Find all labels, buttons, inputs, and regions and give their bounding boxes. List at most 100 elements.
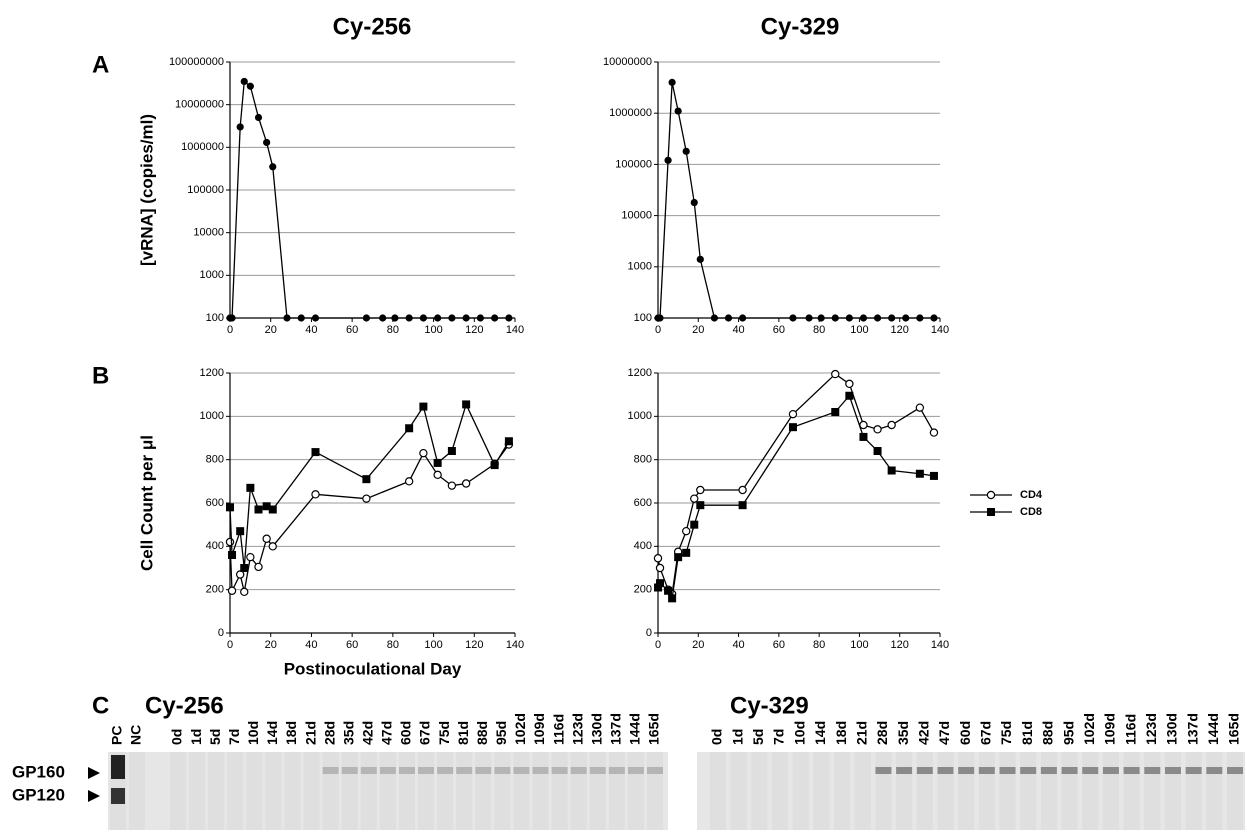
lane-shade [1124, 752, 1140, 830]
y-tick-label: 1000 [200, 269, 224, 281]
y-tick-label: 0 [218, 627, 224, 639]
point [420, 450, 427, 457]
point [226, 538, 233, 545]
x-tick-label: 80 [387, 324, 399, 336]
band [979, 767, 995, 774]
point [491, 461, 499, 469]
point [241, 588, 248, 595]
panel-label: B [92, 362, 109, 389]
band [399, 767, 415, 774]
lane-shade [958, 752, 974, 830]
lane-shade [793, 752, 809, 830]
x-tick-label: 0 [227, 324, 233, 336]
point [247, 554, 254, 561]
band [1041, 767, 1057, 774]
point [448, 314, 455, 321]
point [683, 148, 690, 155]
band [896, 767, 912, 774]
point [434, 314, 441, 321]
point [241, 78, 248, 85]
point [434, 471, 441, 478]
band [475, 767, 491, 774]
legend-label: CD4 [1020, 489, 1043, 501]
lane-shade [265, 752, 281, 830]
x-tick-label: 20 [692, 639, 704, 651]
lane-shade [170, 752, 186, 830]
lane-label: 137d [608, 713, 624, 745]
point [228, 551, 236, 559]
band [533, 767, 549, 774]
point [312, 448, 320, 456]
lane-shade [875, 752, 891, 830]
lane-label: 21d [853, 721, 869, 745]
point [255, 114, 262, 121]
lane-label: 116d [1122, 714, 1138, 745]
lane-label: 123d [569, 713, 585, 745]
point [711, 314, 718, 321]
lane-shade [628, 752, 644, 830]
point [789, 411, 796, 418]
y-tick-label: 800 [206, 454, 224, 466]
lane-label: 88d [1040, 721, 1056, 745]
lane-label: 123d [1143, 713, 1159, 745]
lane-shade [552, 752, 568, 830]
lane-shade [380, 752, 396, 830]
point [420, 314, 427, 321]
panel-label: A [92, 51, 109, 78]
point [312, 491, 319, 498]
lane-label: 0d [169, 729, 185, 745]
lane-label: 102d [1081, 713, 1097, 745]
lane-shade [1000, 752, 1016, 830]
point [682, 549, 690, 557]
point [888, 421, 895, 428]
x-tick-label: 140 [506, 324, 524, 336]
point [228, 314, 235, 321]
lane-shade [1206, 752, 1222, 830]
y-tick-label: 100000000 [169, 56, 224, 68]
lane-shade [227, 752, 243, 830]
lane-shade [323, 752, 339, 830]
y-tick-label: 600 [206, 497, 224, 509]
marker-label: GP160 [12, 762, 65, 781]
lane-shade [731, 752, 747, 830]
point [697, 256, 704, 263]
x-tick-label: 100 [424, 639, 442, 651]
x-tick-label: 120 [465, 639, 483, 651]
y-tick-label: 800 [634, 454, 652, 466]
lane-label: 7d [771, 729, 787, 745]
point [987, 491, 994, 498]
point [846, 314, 853, 321]
x-tick-label: 0 [227, 639, 233, 651]
point [491, 314, 498, 321]
x-tick-label: 60 [773, 324, 785, 336]
y-tick-label: 1000000 [609, 107, 652, 119]
lane-shade [751, 752, 767, 830]
lane-shade [129, 752, 145, 830]
y-tick-label: 400 [206, 540, 224, 552]
point [916, 404, 923, 411]
point [725, 314, 732, 321]
point [832, 314, 839, 321]
point [888, 467, 896, 475]
lane-shade [834, 752, 850, 830]
lane-shade [590, 752, 606, 830]
band [1103, 767, 1119, 774]
point [696, 501, 704, 509]
lane-label: 5d [750, 729, 766, 745]
lane-label: 35d [895, 721, 911, 745]
point [379, 314, 386, 321]
lane-shade [855, 752, 871, 830]
point [298, 314, 305, 321]
point [674, 553, 682, 561]
point [789, 423, 797, 431]
x-tick-label: 40 [732, 639, 744, 651]
lane-shade [342, 752, 358, 830]
point [505, 314, 512, 321]
band [609, 767, 625, 774]
lane-shade [1103, 752, 1119, 830]
point [391, 314, 398, 321]
band [958, 767, 974, 774]
point [312, 314, 319, 321]
lane-label: 1d [729, 729, 745, 745]
y-tick-label: 100 [634, 312, 652, 324]
